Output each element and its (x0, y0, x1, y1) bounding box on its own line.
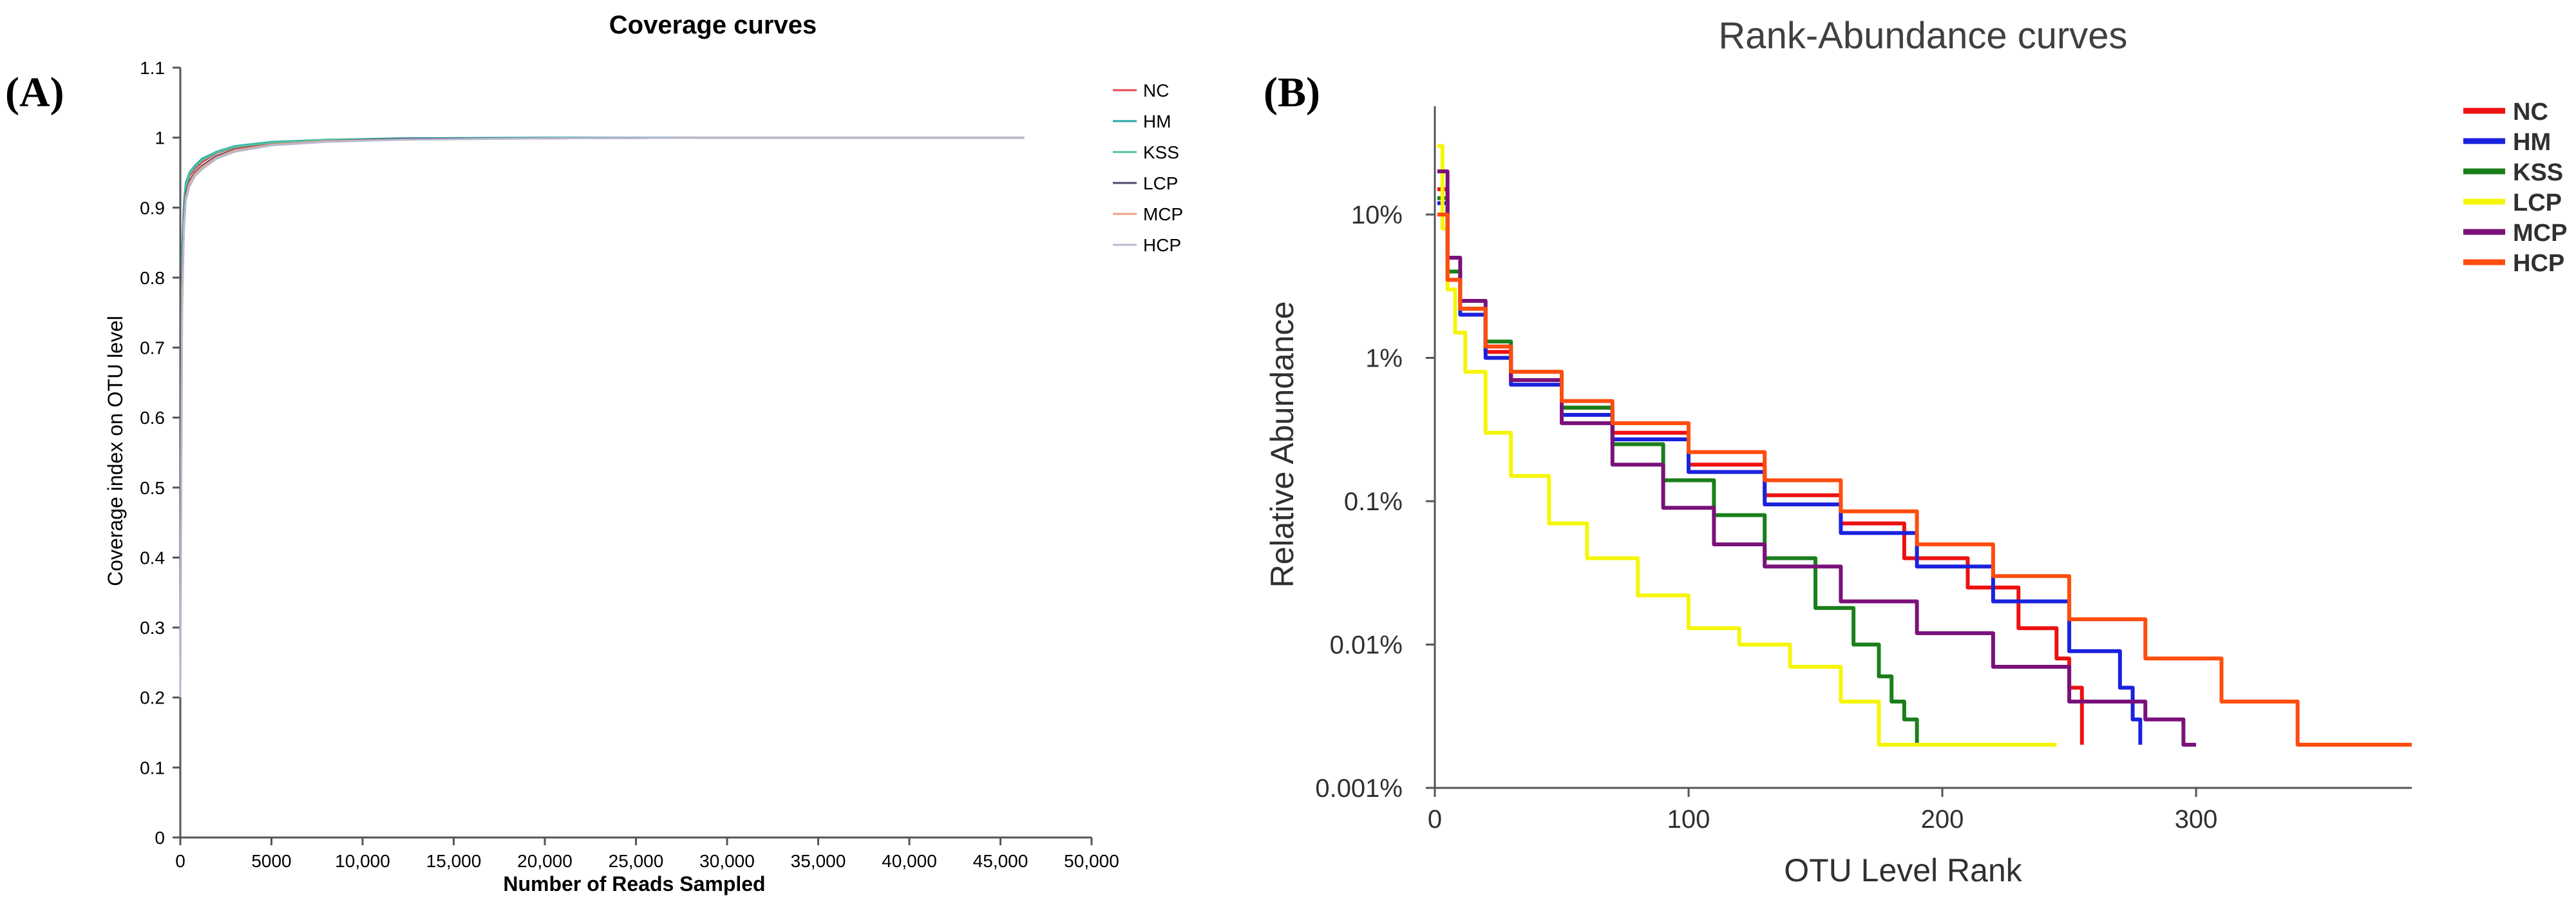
y-tick-label: 0.9 (140, 198, 165, 218)
x-tick-label: 0 (175, 851, 185, 871)
panel-b-label: (B) (1264, 69, 1320, 116)
y-tick-label: 0.1% (1344, 488, 1403, 516)
legend: NC HM KSS LCP MCP HCP (1113, 81, 1183, 255)
series-line-hcp (1437, 213, 2412, 747)
x-axis-label: OTU Level Rank (1784, 852, 2023, 888)
rank-abundance-chart: (B) Rank-Abundance curves 10% 1% 0.1% 0.01%… (1264, 15, 2567, 888)
y-tick-label: 0.001% (1315, 774, 1403, 803)
y-tick-label: 1% (1365, 345, 1403, 373)
y-tick-label: 0.2 (140, 688, 165, 708)
y-tick-label: 0.1 (140, 758, 165, 778)
legend-label-hm: HM (2513, 129, 2551, 156)
series-line-lcp (1437, 144, 2057, 747)
x-tick-label: 30,000 (699, 851, 755, 871)
y-tick-label: 0.4 (140, 548, 165, 568)
legend: NC HM KSS LCP MCP HCP (2463, 99, 2567, 277)
y-tick-label: 0.7 (140, 338, 165, 358)
y-tick-label: 0 (155, 828, 165, 848)
x-ticks: 0 5000 10,000 15,000 20,000 25,000 30,000 35,00… (175, 837, 1119, 871)
y-tick-label: 10% (1351, 201, 1403, 229)
y-ticks: 10% 1% 0.1% 0.01% 0.001% (1315, 201, 1435, 803)
x-tick-label: 20,000 (517, 851, 573, 871)
series-lines (179, 137, 1025, 698)
x-tick-label: 25,000 (609, 851, 664, 871)
legend-label-mcp: MCP (1143, 204, 1183, 224)
x-tick-label: 45,000 (973, 851, 1028, 871)
legend-label-nc: NC (1143, 81, 1169, 100)
x-tick-label: 100 (1667, 805, 1710, 834)
x-axis-label: Number of Reads Sampled (503, 872, 765, 895)
chart-title: Rank-Abundance curves (1718, 15, 2127, 57)
x-tick-label: 35,000 (791, 851, 846, 871)
y-ticks: 0 0.1 0.2 0.3 0.4 0.5 0.6 0.7 0.8 0.9 1 1.1 (140, 58, 180, 848)
x-tick-label: 200 (1921, 805, 1964, 834)
y-tick-label: 0.6 (140, 408, 165, 428)
legend-label-hm: HM (1143, 111, 1171, 131)
chart-title: Coverage curves (609, 11, 817, 39)
coverage-chart: (A) Coverage curves 00.10.20.30.40.50.60… (5, 11, 1183, 895)
x-tick-label: 40,000 (882, 851, 937, 871)
y-tick-label: 0.5 (140, 478, 165, 498)
x-tick-label: 300 (2175, 805, 2218, 834)
x-tick-label: 0 (1428, 805, 1442, 834)
series-lines (1437, 144, 2412, 747)
legend-label-lcp: LCP (2513, 189, 2562, 216)
y-tick-label: 1 (155, 128, 165, 148)
x-tick-label: 15,000 (426, 851, 482, 871)
x-tick-label: 10,000 (335, 851, 390, 871)
series-line-hcp (179, 137, 1025, 698)
legend-label-hcp: HCP (2513, 250, 2564, 277)
legend-label-lcp: LCP (1143, 173, 1178, 193)
legend-label-kss: KSS (2513, 159, 2563, 186)
x-tick-label: 5000 (251, 851, 291, 871)
panel-a-label: (A) (5, 69, 64, 116)
legend-label-kss: KSS (1143, 142, 1179, 162)
y-tick-label: 0.8 (140, 268, 165, 288)
legend-label-nc: NC (2513, 99, 2548, 126)
y-axis-label: Coverage index on OTU level (104, 316, 127, 586)
y-tick-label: 0.01% (1330, 631, 1403, 660)
legend-label-mcp: MCP (2513, 220, 2567, 247)
y-axis-label: Relative Abundance (1264, 301, 1300, 588)
y-tick-label: 1.1 (140, 58, 165, 78)
legend-label-hcp: HCP (1143, 235, 1181, 255)
x-tick-label: 50,000 (1064, 851, 1119, 871)
y-tick-label: 0.3 (140, 618, 165, 638)
x-ticks: 0 100 200 300 (1428, 788, 2218, 834)
